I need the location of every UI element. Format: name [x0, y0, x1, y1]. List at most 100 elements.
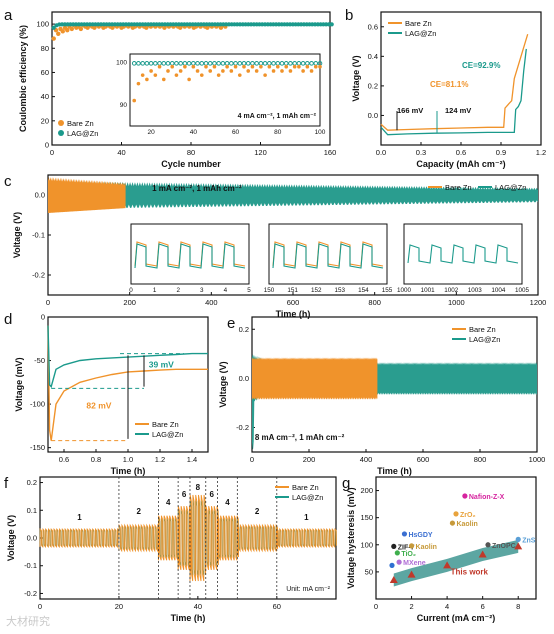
- inset-lag-point: [153, 61, 158, 66]
- y-tick-label: 0.2: [368, 81, 378, 90]
- inset-bare-point: [187, 77, 191, 82]
- y-axis-label: Voltage (V): [6, 515, 16, 561]
- inset-lag-point: [288, 61, 293, 66]
- y-tick-label: -0.1: [24, 561, 37, 570]
- literature-point: [391, 543, 397, 550]
- x-tick-label: 1200: [530, 298, 547, 307]
- inset-lag-point: [136, 61, 141, 66]
- literature-point: [453, 511, 459, 517]
- panel-label: a: [4, 7, 13, 24]
- condition-annotation: 1 mA cm⁻², 1 mAh cm⁻²: [152, 184, 242, 193]
- inset-y-tick-label: 100: [116, 59, 127, 66]
- x-axis-label: Time (h): [171, 613, 206, 623]
- legend-label: Bare Zn: [469, 325, 496, 334]
- panel-label: c: [4, 173, 12, 190]
- inset-x-tick-label: 20: [147, 129, 155, 136]
- y-axis-label: Coulombic efficiency (%): [18, 25, 28, 132]
- inset-frame: [129, 53, 321, 127]
- inset-bare-point: [313, 64, 318, 69]
- inset-bare-point: [271, 69, 276, 73]
- inset-bare-point: [149, 69, 153, 73]
- inset-annotation: 4 mA cm⁻², 1 mAh cm⁻²: [238, 113, 317, 120]
- inset-bare-point: [216, 73, 221, 77]
- y-axis-label: Voltage (V): [218, 361, 228, 407]
- x-tick-label: 1.4: [187, 455, 197, 464]
- inset-x-tick-label: 2: [176, 287, 180, 294]
- bare-zn-line: [380, 34, 529, 131]
- inset-x-tick-label: 1003: [468, 287, 483, 294]
- literature-point: [462, 493, 468, 499]
- x-tick-label: 600: [417, 455, 430, 464]
- inset-x-tick-label: 1004: [491, 287, 506, 294]
- y-tick-label: -150: [30, 443, 45, 452]
- x-tick-label: 40: [194, 602, 202, 611]
- inset-x-tick-label: 80: [274, 129, 282, 136]
- x-tick-label: 200: [123, 298, 136, 307]
- inset-x-tick-label: 153: [335, 287, 346, 294]
- overpotential-label: 124 mV: [445, 106, 471, 115]
- inset-x-tick-label: 3: [200, 287, 204, 294]
- inset-x-tick-label: 100: [315, 129, 326, 136]
- y-tick-label: 0.0: [27, 534, 37, 543]
- inset-lag-point: [195, 61, 200, 66]
- literature-label: Kaolin: [416, 544, 437, 551]
- inset-trace: [407, 244, 519, 264]
- inset-lag-point: [216, 61, 221, 66]
- bare-zn-trace: [39, 494, 337, 582]
- bare-zn-point: [51, 36, 56, 41]
- inset-lag-point: [237, 61, 243, 66]
- legend-label: LAG@Zn: [67, 129, 98, 138]
- inset-bare-point: [166, 69, 170, 73]
- x-tick-label: 800: [474, 455, 487, 464]
- condition-annotation: 8 mA cm⁻², 1 mAh cm⁻²: [255, 433, 345, 442]
- inset-x-tick-label: 1000: [397, 287, 412, 294]
- inset-bare-point: [161, 77, 166, 82]
- x-tick-label: 0.6: [59, 455, 69, 464]
- inset-lag-point: [174, 61, 179, 66]
- inset-bare-point: [132, 98, 137, 103]
- x-axis-label: Time (h): [377, 466, 412, 476]
- inset-x-tick-label: 151: [287, 287, 298, 294]
- this-work-point: [443, 561, 452, 569]
- inset-bare-point: [233, 64, 238, 69]
- x-tick-label: 0.0: [376, 148, 386, 157]
- x-tick-label: 20: [115, 602, 123, 611]
- panel-f: f 0 20 40 60 -0.2 -0.1 0.0 0.1 0.2 Time (h) Voltage…: [4, 475, 337, 623]
- inset-bare-point: [145, 77, 149, 82]
- bare-zn-point: [65, 27, 70, 33]
- literature-label: ZIF-7: [398, 544, 415, 551]
- literature-point: [515, 536, 521, 542]
- inset-trace: [134, 243, 246, 269]
- inset-lag-point: [148, 61, 154, 66]
- x-axis-label: Capacity (mAh cm⁻²): [416, 159, 505, 169]
- inset-x-tick-label: 152: [311, 287, 322, 294]
- y-tick-label: 80: [41, 44, 49, 53]
- inset-lag-point: [245, 61, 251, 66]
- x-tick-label: 400: [205, 298, 218, 307]
- ce-bare-annotation: CE=81.1%: [430, 80, 468, 89]
- inset-lag-point: [165, 61, 171, 66]
- y-tick-label: 0.0: [35, 191, 45, 200]
- inset-bare-point: [204, 64, 208, 69]
- x-axis-label: Cycle number: [161, 159, 221, 169]
- inset-bare-point: [229, 69, 234, 73]
- y-tick-label: -50: [34, 356, 45, 365]
- inset-bare-point: [288, 69, 293, 73]
- x-tick-label: 0.3: [416, 148, 426, 157]
- panel-label: b: [345, 7, 353, 24]
- this-work-point: [514, 542, 523, 550]
- literature-point: [408, 543, 415, 549]
- x-tick-label: 0.6: [456, 148, 466, 157]
- legend-marker: [58, 130, 64, 136]
- this-work-point: [389, 576, 398, 584]
- x-tick-label: 6: [481, 602, 485, 611]
- x-tick-label: 800: [368, 298, 381, 307]
- inset-x-tick-label: 60: [232, 129, 240, 136]
- inset-bare-point: [267, 64, 272, 69]
- literature-point: [485, 542, 491, 548]
- x-tick-label: 120: [254, 148, 267, 157]
- literature-label: Kaolin: [456, 521, 477, 528]
- y-tick-label: 0.0: [239, 374, 249, 383]
